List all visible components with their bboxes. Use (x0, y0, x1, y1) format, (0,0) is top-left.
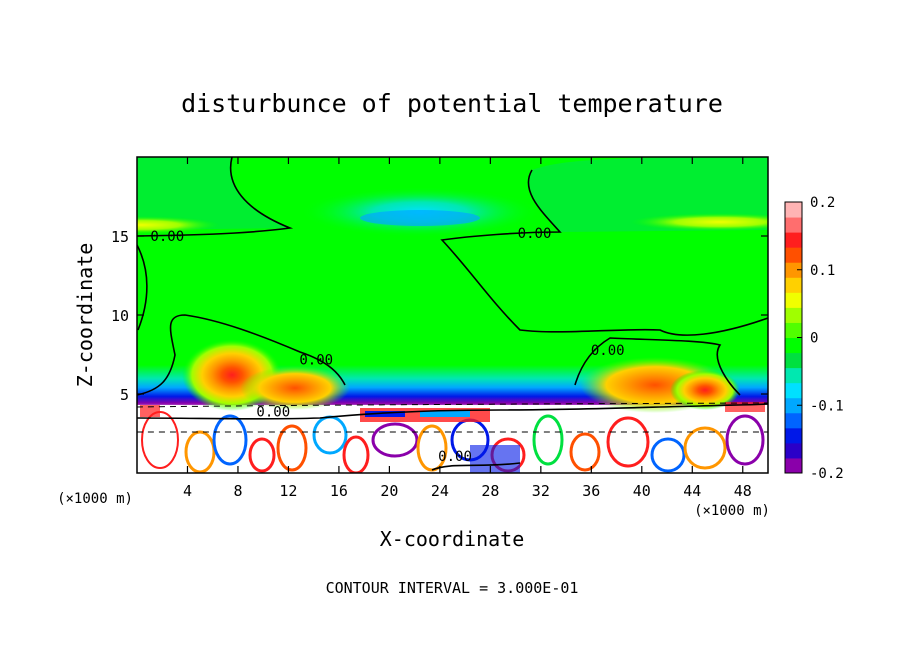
x-unit-right: (×1000 m) (694, 503, 770, 519)
contour-interval-note: CONTOUR INTERVAL = 3.000E-01 (326, 579, 579, 597)
colorbar-segment (785, 367, 802, 384)
colorbar-tick-label: -0.2 (810, 466, 844, 482)
colorbar-segment (785, 427, 802, 444)
x-tick-label: 8 (233, 482, 242, 500)
colorbar-segment (785, 337, 802, 354)
x-tick-label: 40 (633, 482, 651, 500)
chart-title: disturbunce of potential temperature (181, 89, 723, 118)
colorbar-segment (785, 397, 802, 414)
contour-label: 0.00 (299, 352, 333, 368)
colorbar-segment (785, 277, 802, 293)
colorbar-ticks: 0.2 0.1 0 -0.1 -0.2 (797, 195, 844, 482)
plot-field (137, 157, 768, 473)
colorbar-segment (785, 442, 802, 459)
y-axis-label: Z-coordinate (73, 243, 97, 388)
contour-lines (137, 157, 768, 471)
warm-anomaly-right-core (670, 370, 740, 410)
colorbar-tick-label: 0.1 (810, 263, 835, 279)
contour-label: 0.00 (591, 343, 625, 359)
colorbar-tick-label: 0 (810, 331, 818, 347)
colorbar-segment (785, 202, 802, 218)
y-tick-label: 5 (120, 386, 129, 404)
contour-labels: 0.00 0.00 0.00 0.00 0.00 0.00 (150, 226, 625, 465)
contour-label: 0.00 (518, 226, 552, 242)
warm-band-left (137, 216, 220, 234)
y-tick-label: 15 (111, 228, 129, 246)
colorbar-segment (785, 322, 802, 338)
x-ticks: 4 8 12 16 20 24 28 32 36 40 44 48 (183, 157, 752, 500)
x-tick-label: 4 (183, 482, 192, 500)
colorbar-segment (785, 352, 802, 369)
colorbar-segment (785, 232, 802, 248)
x-tick-label: 48 (734, 482, 752, 500)
x-tick-label: 16 (330, 482, 348, 500)
colorbar-segment (785, 262, 802, 278)
cold-anomaly-core (360, 210, 480, 226)
x-tick-label: 28 (481, 482, 499, 500)
colorbar-tick-label: 0.2 (810, 195, 835, 211)
x-tick-label: 24 (431, 482, 449, 500)
x-tick-label: 32 (532, 482, 550, 500)
contour-label: 0.00 (438, 449, 472, 465)
y-ticks: 5 10 15 (111, 228, 768, 404)
colorbar-segment (785, 457, 802, 474)
colorbar-segment (785, 382, 802, 399)
warm-anomaly-left-tail (240, 366, 350, 410)
x-axis-label: X-coordinate (380, 527, 525, 551)
contour-label: 0.00 (256, 405, 290, 421)
x-tick-label: 44 (683, 482, 701, 500)
colorbar-segment (785, 292, 802, 308)
x-tick-label: 20 (380, 482, 398, 500)
y-tick-label: 10 (111, 307, 129, 325)
contour-lines-dashed (137, 402, 768, 433)
x-tick-label: 36 (582, 482, 600, 500)
turbulent-cells (140, 402, 765, 473)
colorbar-tick-label: -0.1 (810, 398, 844, 414)
colorbar-segment (785, 247, 802, 263)
warm-band-right (630, 213, 768, 231)
colorbar-segment (785, 307, 802, 323)
contour-label: 0.00 (150, 229, 184, 245)
x-unit-left: (×1000 m) (57, 491, 133, 507)
x-tick-label: 12 (279, 482, 297, 500)
colorbar (785, 202, 802, 474)
colorbar-segment (785, 217, 802, 233)
colorbar-segment (785, 412, 802, 429)
upper-left-plume (137, 157, 290, 230)
